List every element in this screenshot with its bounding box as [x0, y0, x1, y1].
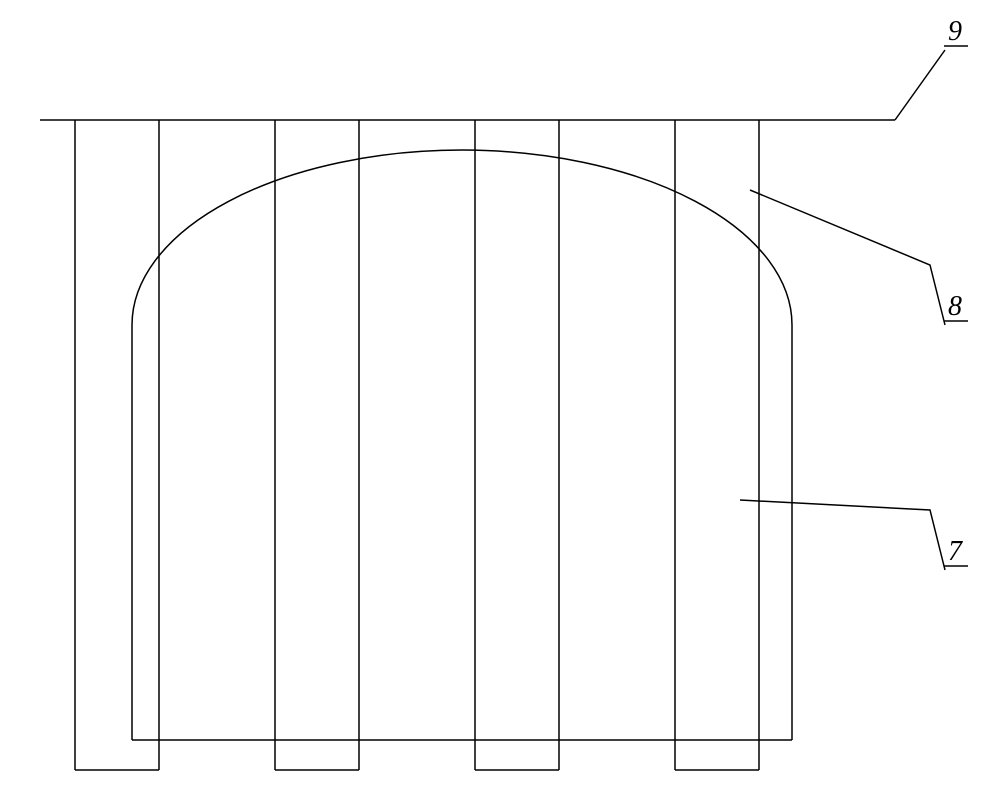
- label-8: 8: [948, 291, 962, 322]
- tunnel-arc: [132, 150, 792, 325]
- label-7: 7: [948, 536, 963, 567]
- leader-2: [750, 190, 945, 325]
- leader-1: [895, 50, 945, 120]
- engineering-diagram: 9 8 7: [0, 0, 1000, 787]
- leader-3: [740, 500, 945, 570]
- label-9: 9: [948, 16, 962, 47]
